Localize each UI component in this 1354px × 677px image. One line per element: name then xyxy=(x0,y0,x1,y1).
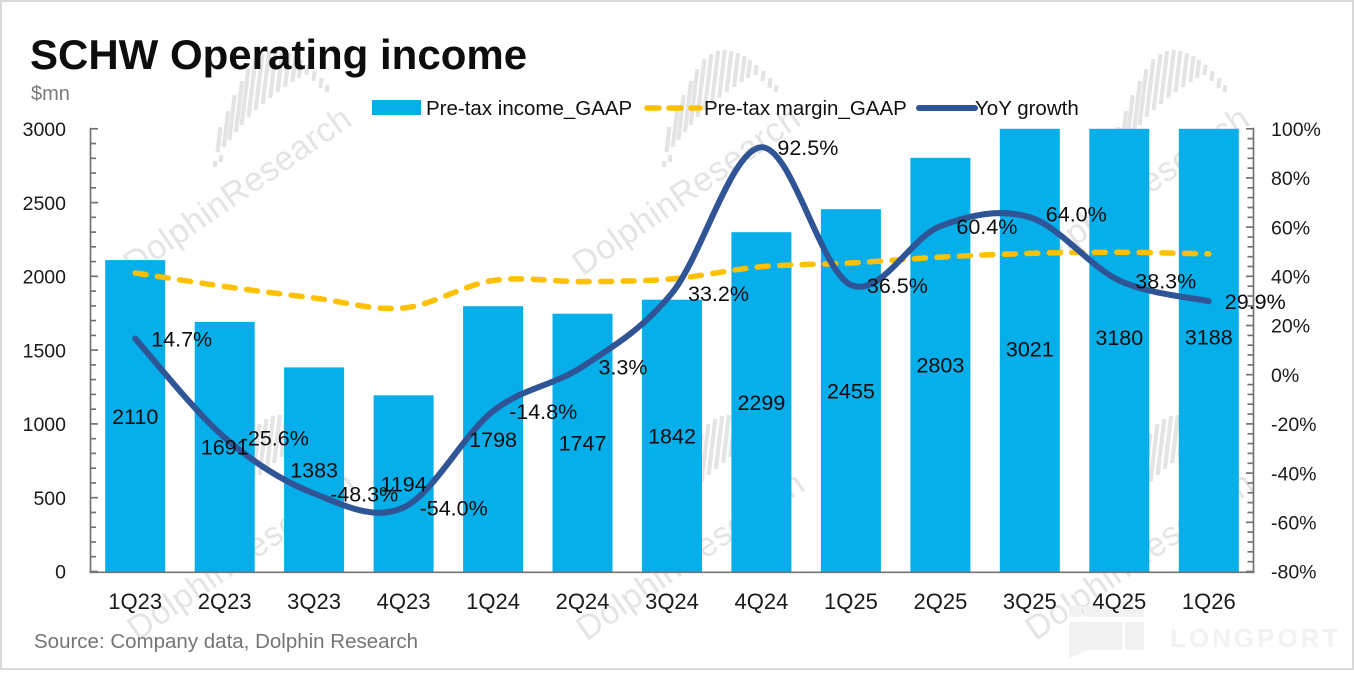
svg-text:2110: 2110 xyxy=(112,405,158,429)
svg-text:3180: 3180 xyxy=(1095,326,1143,350)
svg-text:80%: 80% xyxy=(1271,168,1310,190)
svg-text:1747: 1747 xyxy=(559,432,607,456)
svg-text:3Q24: 3Q24 xyxy=(645,589,699,614)
svg-text:60%: 60% xyxy=(1271,217,1310,239)
svg-text:4Q25: 4Q25 xyxy=(1092,589,1146,614)
svg-text:1Q25: 1Q25 xyxy=(824,589,878,614)
svg-text:-80%: -80% xyxy=(1271,562,1317,584)
svg-text:1000: 1000 xyxy=(23,414,67,436)
svg-text:2500: 2500 xyxy=(23,193,67,215)
svg-text:-60%: -60% xyxy=(1271,513,1317,535)
svg-text:Pre-tax income_GAAP: Pre-tax income_GAAP xyxy=(426,97,632,120)
svg-text:2Q24: 2Q24 xyxy=(556,589,610,614)
svg-text:3Q23: 3Q23 xyxy=(287,589,341,614)
svg-text:2455: 2455 xyxy=(827,379,875,403)
svg-text:1194: 1194 xyxy=(380,472,426,496)
svg-text:92.5%: 92.5% xyxy=(777,136,838,160)
svg-text:3.3%: 3.3% xyxy=(599,356,648,380)
svg-text:0%: 0% xyxy=(1271,365,1299,387)
svg-text:-40%: -40% xyxy=(1271,463,1317,485)
svg-text:SCHW Operating income: SCHW Operating income xyxy=(30,31,527,78)
svg-text:1691: 1691 xyxy=(201,436,249,460)
svg-text:1Q26: 1Q26 xyxy=(1182,589,1236,614)
svg-text:1Q24: 1Q24 xyxy=(466,589,520,614)
svg-text:-14.8%: -14.8% xyxy=(509,400,577,424)
svg-text:4Q24: 4Q24 xyxy=(734,589,788,614)
svg-text:2Q23: 2Q23 xyxy=(198,589,252,614)
svg-text:0: 0 xyxy=(55,562,66,584)
svg-text:60.4%: 60.4% xyxy=(956,215,1017,239)
svg-text:33.2%: 33.2% xyxy=(688,282,749,306)
svg-text:Source: Company data, Dolphin: Source: Company data, Dolphin Research xyxy=(34,630,418,653)
svg-text:-20%: -20% xyxy=(1271,414,1317,436)
svg-text:36.5%: 36.5% xyxy=(867,274,928,298)
svg-text:14.7%: 14.7% xyxy=(151,328,212,352)
svg-text:1798: 1798 xyxy=(469,428,517,452)
svg-text:2803: 2803 xyxy=(916,354,964,378)
svg-text:40%: 40% xyxy=(1271,267,1310,289)
svg-text:29.9%: 29.9% xyxy=(1225,290,1286,314)
svg-text:-25.6%: -25.6% xyxy=(241,427,309,451)
svg-text:3021: 3021 xyxy=(1006,338,1054,362)
svg-text:1Q23: 1Q23 xyxy=(108,589,162,614)
svg-text:500: 500 xyxy=(33,488,66,510)
svg-text:-48.3%: -48.3% xyxy=(330,483,398,507)
svg-text:3188: 3188 xyxy=(1185,325,1233,349)
svg-text:2299: 2299 xyxy=(737,391,785,415)
svg-text:YoY growth: YoY growth xyxy=(975,97,1079,120)
svg-text:2000: 2000 xyxy=(23,267,67,289)
svg-text:3Q25: 3Q25 xyxy=(1003,589,1057,614)
svg-text:1383: 1383 xyxy=(290,458,338,482)
svg-text:3000: 3000 xyxy=(23,119,67,141)
svg-text:1842: 1842 xyxy=(648,425,696,449)
svg-text:38.3%: 38.3% xyxy=(1135,270,1196,294)
svg-text:1500: 1500 xyxy=(23,340,67,362)
svg-text:$mn: $mn xyxy=(31,83,70,105)
svg-text:2Q25: 2Q25 xyxy=(913,589,967,614)
svg-text:4Q23: 4Q23 xyxy=(377,589,431,614)
svg-text:20%: 20% xyxy=(1271,316,1310,338)
svg-text:64.0%: 64.0% xyxy=(1046,202,1107,226)
svg-text:-54.0%: -54.0% xyxy=(420,497,488,521)
svg-text:LONGPORT: LONGPORT xyxy=(1170,623,1341,653)
svg-text:Pre-tax margin_GAAP: Pre-tax margin_GAAP xyxy=(704,97,907,120)
svg-text:100%: 100% xyxy=(1271,119,1321,141)
